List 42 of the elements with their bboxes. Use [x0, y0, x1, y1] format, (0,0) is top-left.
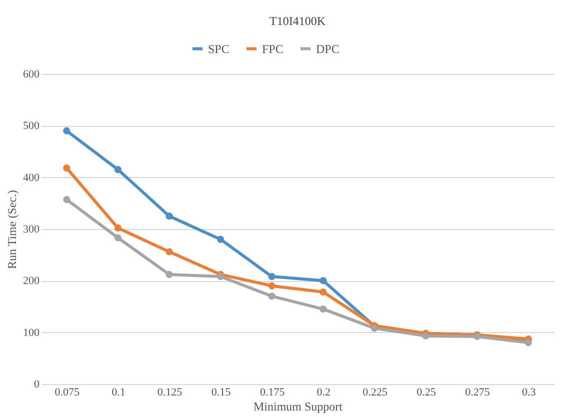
point: [63, 164, 70, 172]
legend-label: DPC: [316, 42, 340, 56]
point: [166, 270, 173, 278]
y-tick-label: 100: [23, 326, 40, 339]
point: [320, 306, 327, 313]
point: [268, 282, 276, 290]
y-tick-label: 300: [23, 224, 40, 236]
y-axis-title: Run Time (Sec.): [5, 190, 19, 270]
x-tick-label: 0.2: [316, 386, 331, 398]
x-tick-label: 0.1: [112, 386, 126, 398]
point: [422, 332, 430, 340]
point: [114, 166, 122, 174]
point: [320, 277, 327, 284]
point: [166, 248, 173, 256]
x-tick-label: 0.175: [260, 386, 286, 398]
x-tick-label: 0.15: [211, 386, 232, 398]
point: [217, 236, 224, 243]
x-tick-label: 0.075: [54, 386, 80, 398]
legend-label: FPC: [262, 42, 284, 56]
y-tick-label: 200: [23, 275, 40, 288]
x-tick-label: 0.225: [362, 386, 388, 398]
y-tick-label: 500: [23, 120, 40, 132]
chart-title: T10I4100K: [270, 14, 326, 28]
point: [524, 339, 532, 346]
x-tick-label: 0.3: [522, 386, 536, 398]
y-tick-label: 0: [34, 378, 40, 390]
point: [63, 196, 70, 204]
point: [63, 127, 70, 134]
point: [320, 288, 327, 296]
y-tick-label: 600: [23, 68, 40, 80]
x-tick-label: 0.125: [157, 386, 183, 398]
point: [114, 224, 122, 232]
point: [217, 273, 224, 280]
point: [166, 212, 173, 220]
point: [268, 273, 276, 280]
point: [268, 292, 276, 300]
x-tick-label: 0.275: [465, 386, 490, 398]
legend-label: SPC: [208, 42, 230, 56]
x-axis-title: Minimum Support: [253, 400, 344, 414]
y-tick-label: 400: [23, 172, 40, 184]
x-tick-label: 0.25: [416, 386, 436, 398]
point: [114, 234, 122, 242]
